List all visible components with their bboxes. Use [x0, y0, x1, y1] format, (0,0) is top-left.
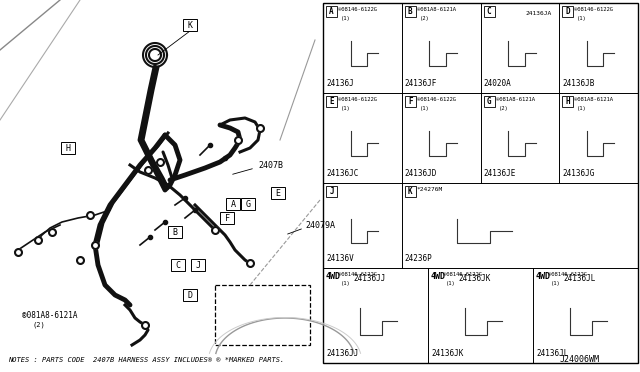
Text: (1): (1)	[446, 281, 456, 286]
Text: J: J	[329, 187, 334, 196]
Bar	[326, 96, 337, 107]
Text: G: G	[486, 97, 492, 106]
Text: K: K	[408, 187, 413, 196]
Text: F: F	[225, 214, 230, 222]
Text: 24136JF: 24136JF	[404, 79, 437, 88]
Bar	[215, 285, 310, 345]
Bar	[404, 96, 416, 107]
Text: ®08146-6122G: ®08146-6122G	[338, 97, 377, 102]
Text: ®081A8-6121A: ®081A8-6121A	[574, 97, 613, 102]
Text: C: C	[175, 260, 180, 269]
Text: K: K	[188, 20, 193, 29]
Text: ®08146-6122G: ®08146-6122G	[574, 7, 613, 12]
Bar	[326, 186, 337, 197]
Text: (1): (1)	[341, 281, 351, 286]
Text: C: C	[486, 7, 492, 16]
Text: E: E	[275, 189, 280, 198]
Bar	[183, 289, 197, 301]
Bar	[483, 6, 495, 17]
Bar	[271, 187, 285, 199]
Text: NOTES : PARTS CODE  2407B HARNESS ASSY INCLUDES® ® *MARKED PARTS.: NOTES : PARTS CODE 2407B HARNESS ASSY IN…	[8, 357, 284, 363]
Text: 24136JB: 24136JB	[563, 79, 595, 88]
Text: B: B	[408, 7, 413, 16]
Bar	[168, 226, 182, 238]
Text: 24136JA: 24136JA	[525, 11, 551, 16]
Bar	[404, 6, 416, 17]
Text: G: G	[246, 199, 250, 208]
Text: ®081A8-6121A: ®081A8-6121A	[22, 311, 77, 320]
Bar	[220, 212, 234, 224]
Text: ®081A8-6121A: ®081A8-6121A	[417, 7, 456, 12]
Text: 2407B: 2407B	[258, 161, 283, 170]
Text: 4WD: 4WD	[431, 272, 446, 281]
Text: ®08146-6122G: ®08146-6122G	[443, 272, 482, 277]
Text: 24136JL: 24136JL	[536, 349, 568, 358]
Bar	[241, 198, 255, 210]
Text: (1): (1)	[341, 106, 351, 111]
Text: 24136JD: 24136JD	[404, 169, 437, 178]
Text: (1): (1)	[577, 16, 587, 21]
Text: D: D	[188, 291, 193, 299]
Text: (1): (1)	[341, 16, 351, 21]
Text: 24136JJ: 24136JJ	[326, 349, 358, 358]
Text: (2): (2)	[420, 16, 429, 21]
Text: 24136JG: 24136JG	[563, 169, 595, 178]
Text: H: H	[565, 97, 570, 106]
Text: 24136JJ: 24136JJ	[353, 274, 385, 283]
Bar	[563, 96, 573, 107]
Text: 24136JL: 24136JL	[563, 274, 595, 283]
Bar	[226, 198, 240, 210]
Text: (1): (1)	[577, 106, 587, 111]
Bar	[326, 6, 337, 17]
Text: 24136JC: 24136JC	[326, 169, 358, 178]
Text: 24079A: 24079A	[305, 221, 335, 230]
Text: 4WD: 4WD	[326, 272, 341, 281]
Bar	[171, 259, 185, 271]
Text: 24020A: 24020A	[483, 79, 511, 88]
Text: A: A	[329, 7, 334, 16]
Text: F: F	[408, 97, 413, 106]
Text: D: D	[565, 7, 570, 16]
Text: J: J	[195, 260, 200, 269]
Bar	[483, 96, 495, 107]
Text: ®08146-6122G: ®08146-6122G	[338, 7, 377, 12]
Text: A: A	[230, 199, 236, 208]
Text: E: E	[329, 97, 334, 106]
Text: 24136V: 24136V	[326, 254, 354, 263]
Bar	[563, 6, 573, 17]
Text: 4WD: 4WD	[536, 272, 551, 281]
Text: (2): (2)	[32, 322, 45, 328]
Bar	[323, 3, 638, 363]
Text: ®08146-6122G: ®08146-6122G	[338, 272, 377, 277]
Text: 24236P: 24236P	[404, 254, 433, 263]
Text: ®08146-6122G: ®08146-6122G	[548, 272, 587, 277]
Text: 24136J: 24136J	[326, 79, 354, 88]
Text: (1): (1)	[551, 281, 561, 286]
Text: J24006WM: J24006WM	[560, 355, 600, 364]
Text: B: B	[173, 228, 177, 237]
Text: (2): (2)	[499, 106, 508, 111]
Bar	[0, 0, 322, 372]
Text: ®081A8-6121A: ®081A8-6121A	[495, 97, 534, 102]
Bar	[183, 19, 197, 31]
Bar	[404, 186, 416, 197]
Bar	[61, 142, 75, 154]
Bar	[191, 259, 205, 271]
Text: *24276M: *24276M	[417, 187, 443, 192]
Text: ®08146-6122G: ®08146-6122G	[417, 97, 456, 102]
Text: 24136JE: 24136JE	[483, 169, 516, 178]
Text: H: H	[65, 144, 70, 153]
Text: 24136JK: 24136JK	[431, 349, 463, 358]
Text: (1): (1)	[420, 106, 429, 111]
Text: 24136JK: 24136JK	[458, 274, 490, 283]
